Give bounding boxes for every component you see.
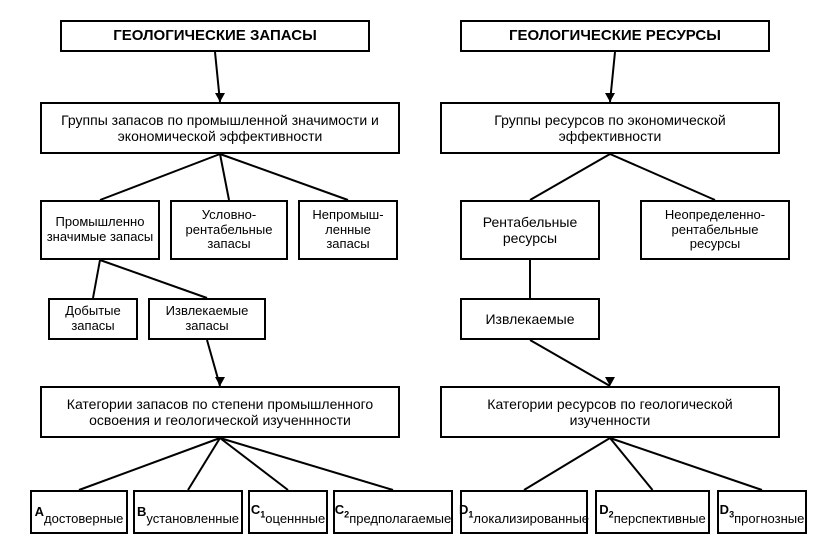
n_usl_rent: Условно-рентабельные запасы <box>170 200 288 260</box>
n_neopr_res: Неопределенно-рентабельные ресурсы <box>640 200 790 260</box>
n_D1: D1локализированные <box>460 490 588 534</box>
n_C1: C1оценнные <box>248 490 328 534</box>
connectors-layer <box>0 0 828 558</box>
n_B: Bустановленные <box>133 490 243 534</box>
n_kat_res: Категории ресурсов по геологической изуч… <box>440 386 780 438</box>
n_prom_zn: Промышленно значимые запасы <box>40 200 160 260</box>
n_neprom: Непромыш-ленные запасы <box>298 200 398 260</box>
n_kat_zap: Категории запасов по степени промышленно… <box>40 386 400 438</box>
diagram-canvas: ГЕОЛОГИЧЕСКИЕ ЗАПАСЫ ГЕОЛОГИЧЕСКИЕ РЕСУРС… <box>0 0 828 558</box>
n_rent_res: Рентабельные ресурсы <box>460 200 600 260</box>
n_D2: D2перспективные <box>595 490 710 534</box>
n_D3: D3прогнозные <box>717 490 807 534</box>
n_izvlek_r: Извлекаемые <box>460 298 600 340</box>
n_dobytye: Добытые запасы <box>48 298 138 340</box>
n_C2: C2предполагаемые <box>333 490 453 534</box>
n_zapasy_title: ГЕОЛОГИЧЕСКИЕ ЗАПАСЫ <box>60 20 370 52</box>
n_zapasy_groups: Группы запасов по промышленной значимост… <box>40 102 400 154</box>
n_A: Aдостоверные <box>30 490 128 534</box>
n_izvlek_z: Извлекаемые запасы <box>148 298 266 340</box>
n_resursy_title: ГЕОЛОГИЧЕСКИЕ РЕСУРСЫ <box>460 20 770 52</box>
n_resursy_groups: Группы ресурсов по экономической эффекти… <box>440 102 780 154</box>
